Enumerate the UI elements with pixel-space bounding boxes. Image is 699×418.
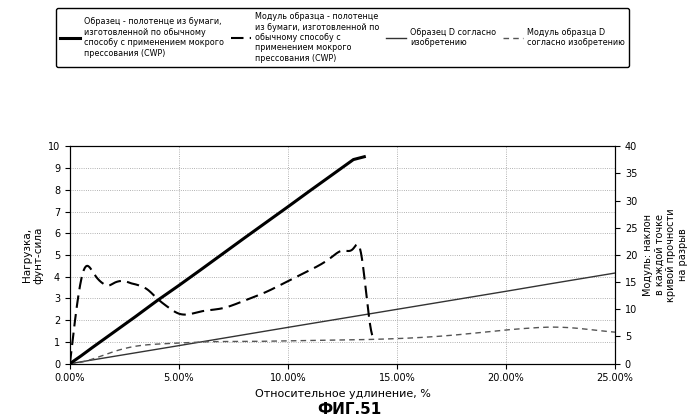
Y-axis label: Нагрузка,
фунт-сила: Нагрузка, фунт-сила (22, 226, 44, 284)
Legend: Образец - полотенце из бумаги,
изготовленной по обычному
способу с применением м: Образец - полотенце из бумаги, изготовле… (57, 8, 628, 67)
Y-axis label: Модуль: наклон
в каждой точке
кривой прочности
на разрыв: Модуль: наклон в каждой точке кривой про… (643, 208, 688, 302)
Text: ФИГ.51: ФИГ.51 (317, 402, 382, 417)
X-axis label: Относительное удлинение, %: Относительное удлинение, % (254, 389, 431, 399)
